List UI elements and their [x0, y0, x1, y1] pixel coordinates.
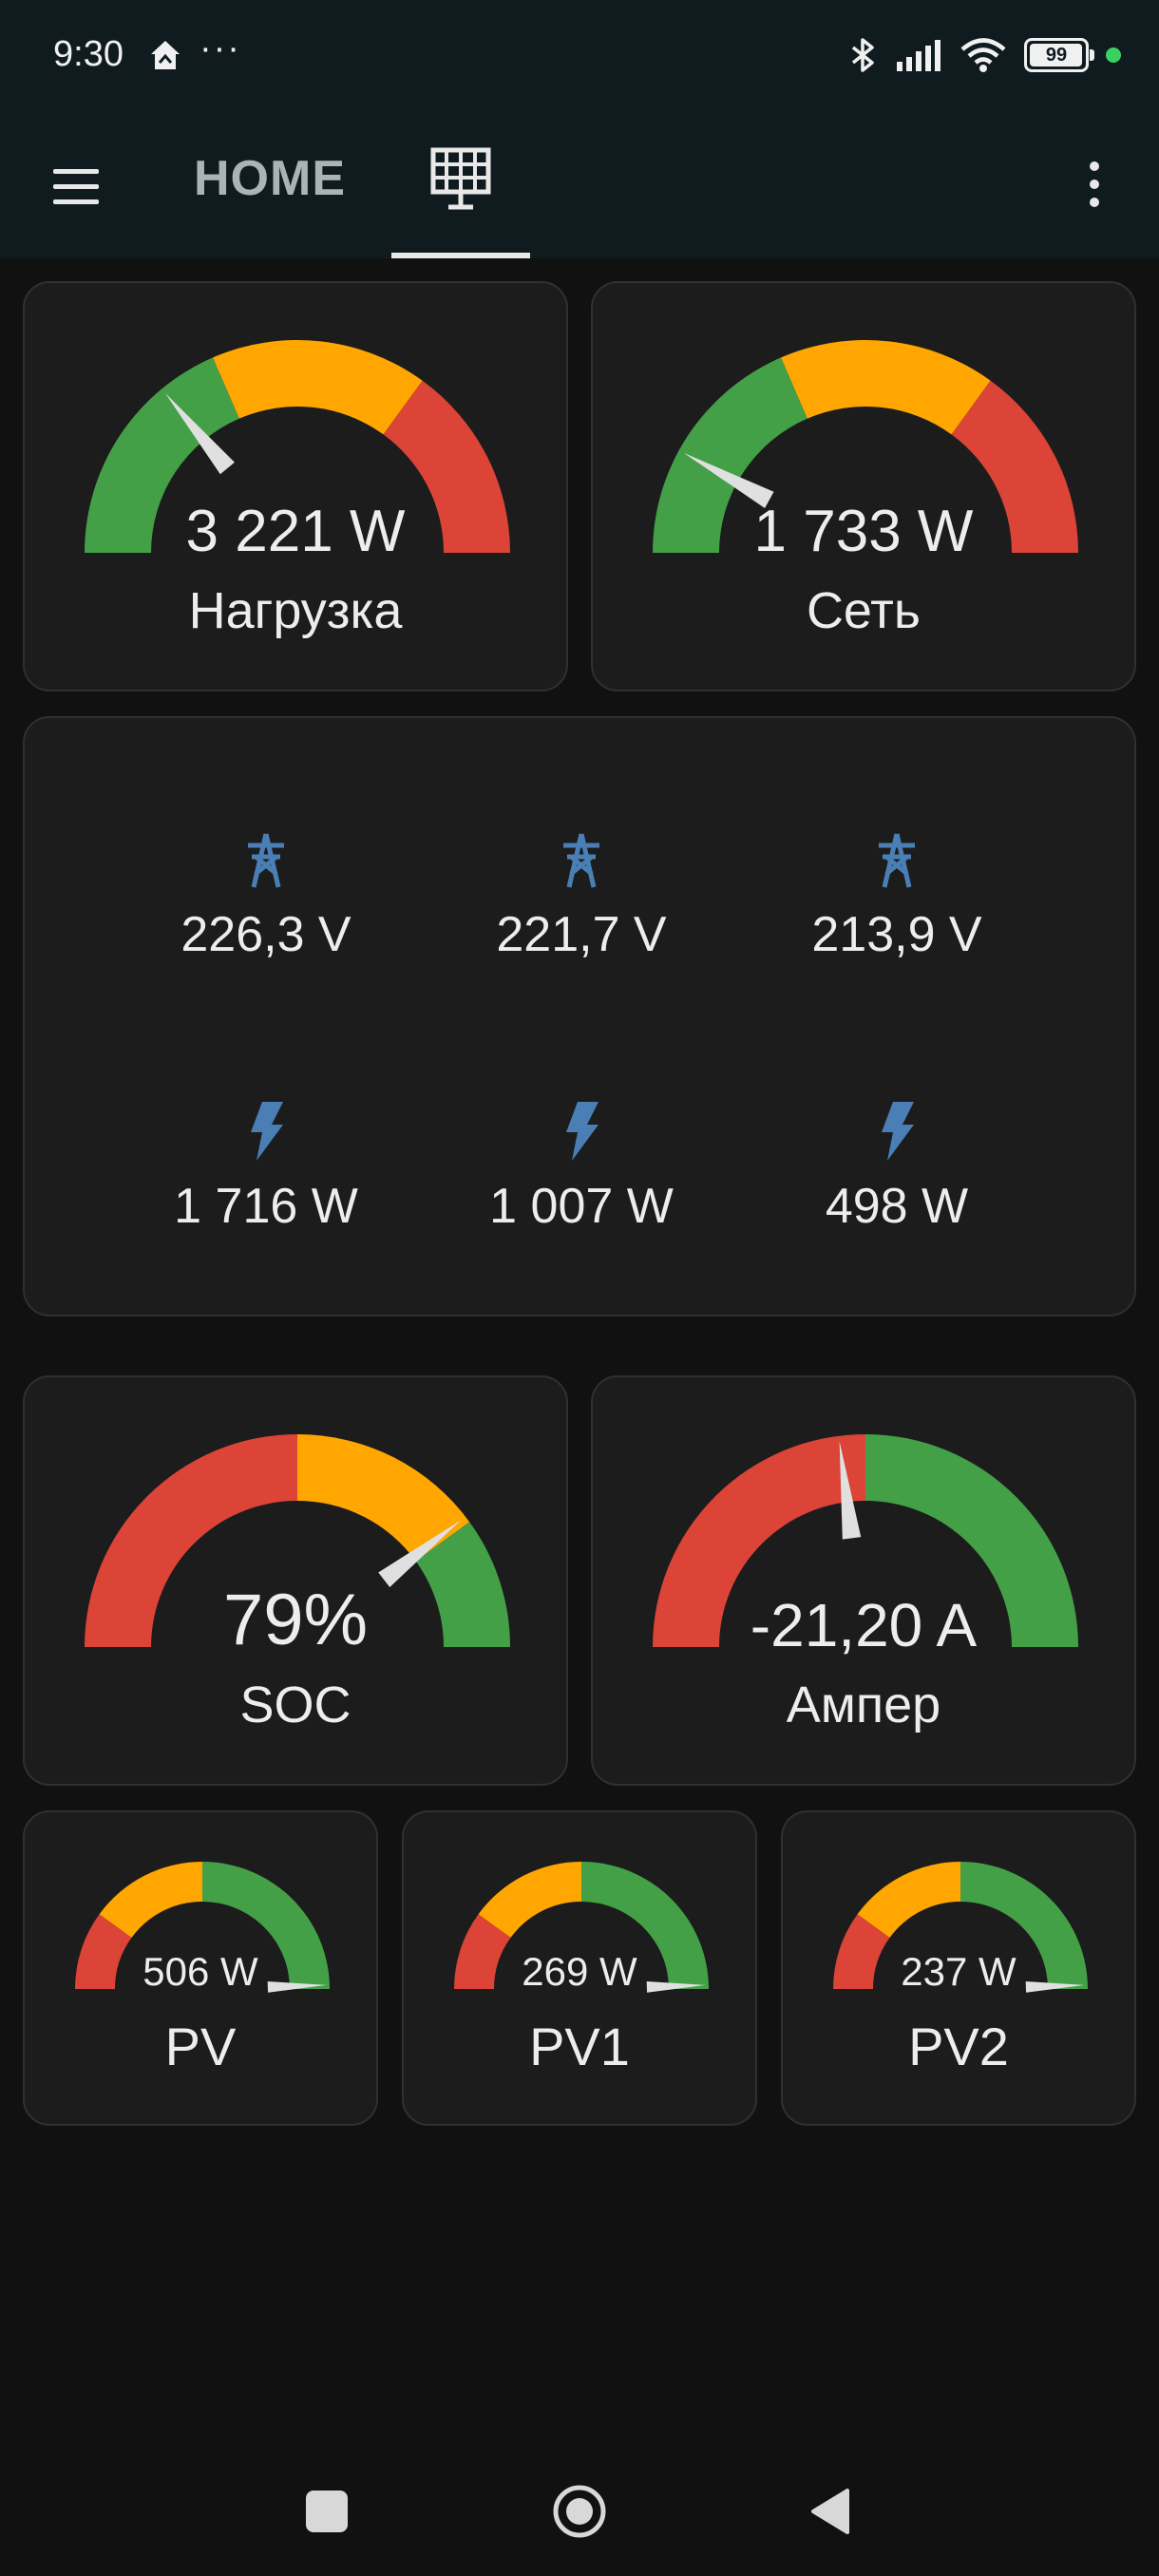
status-bar: 9:30 ··· 99	[0, 0, 1159, 112]
gauge-card-soc[interactable]: 79% SOC	[23, 1375, 568, 1786]
gauge-needle	[378, 1520, 462, 1587]
transmission-tower-icon	[879, 833, 915, 888]
status-overflow-dots: ···	[200, 28, 241, 68]
gauge-card-pv1[interactable]: 269 W PV1	[402, 1810, 757, 2126]
gauge-segment-green	[865, 1434, 1078, 1647]
phase-power-3: 498 W	[735, 1102, 1058, 1235]
gauge-label: Ампер	[786, 1676, 941, 1733]
voltage-value: 226,3 V	[180, 907, 352, 962]
gauge-segment-red	[951, 380, 1078, 553]
system-nav-bar	[0, 2451, 1159, 2576]
gauge-segment-orange	[781, 340, 991, 435]
gauge-segment-green	[415, 1522, 510, 1647]
gauge-segment-red	[383, 380, 510, 553]
gauge-segment-green	[960, 1862, 1088, 1989]
gauge-value: 3 221 W	[185, 499, 406, 564]
app-bar: HOME	[0, 112, 1159, 258]
gauge-needle	[267, 1980, 327, 1993]
gauge-segment-orange	[857, 1862, 960, 1938]
solar-panel-icon	[430, 147, 491, 210]
gauge-segment-red	[75, 1914, 132, 1989]
gauge-pv2	[833, 1862, 1088, 1993]
gauge-pv	[75, 1862, 330, 1993]
gauge-card-grid[interactable]: 1 733 W Сеть	[591, 281, 1136, 691]
flash-icon	[566, 1102, 598, 1161]
gauge-value: 506 W	[142, 1949, 258, 1994]
phase-voltage-1: 226,3 V	[104, 832, 428, 963]
signal-icon	[897, 40, 940, 71]
wifi-icon	[960, 38, 1006, 72]
back-triangle-icon[interactable]	[808, 2487, 851, 2541]
power-value: 1 007 W	[489, 1179, 674, 1234]
status-icons: 99	[847, 36, 1121, 74]
gauge-segment-orange	[478, 1862, 581, 1938]
gauge-segment-green	[85, 357, 239, 553]
voltage-value: 221,7 V	[496, 907, 667, 962]
gauge-load	[85, 340, 510, 553]
gauge-segment-red	[454, 1914, 511, 1989]
gauge-label: Сеть	[806, 582, 922, 639]
gauge-needle	[646, 1980, 706, 1993]
hamburger-menu-icon[interactable]	[48, 158, 104, 215]
gauge-value: 269 W	[522, 1949, 637, 1994]
phase-power-2: 1 007 W	[420, 1102, 743, 1235]
bluetooth-icon	[851, 38, 874, 72]
gauge-amper	[653, 1434, 1078, 1647]
gauge-segment-red	[653, 1434, 865, 1647]
privacy-dot-icon	[1106, 47, 1121, 63]
home-app-icon	[148, 38, 182, 77]
gauge-value: 79%	[222, 1580, 369, 1660]
gauge-segment-green	[581, 1862, 709, 1989]
gauge-value: 1 733 W	[753, 499, 974, 564]
gauge-segment-orange	[297, 1434, 470, 1562]
flash-icon	[882, 1102, 914, 1161]
tab-home[interactable]: HOME	[194, 151, 346, 206]
tab-solar[interactable]	[391, 112, 530, 258]
gauge-pv1	[454, 1862, 709, 1993]
voltage-value: 213,9 V	[811, 907, 982, 962]
flash-icon	[251, 1102, 283, 1161]
gauge-needle	[1025, 1980, 1085, 1993]
gauge-soc	[85, 1434, 510, 1647]
home-circle-icon[interactable]	[551, 2483, 608, 2540]
gauge-label: PV1	[529, 2017, 630, 2076]
gauge-grid	[653, 340, 1078, 553]
gauge-segment-red	[833, 1914, 890, 1989]
gauge-segment-green	[202, 1862, 330, 1989]
gauge-segment-orange	[99, 1862, 202, 1938]
more-vert-icon[interactable]	[1064, 156, 1121, 213]
transmission-tower-icon	[248, 833, 284, 888]
gauge-card-pv2[interactable]: 237 W PV2	[781, 1810, 1136, 2126]
recents-square-icon[interactable]	[306, 2491, 348, 2532]
battery-level: 99	[1045, 44, 1068, 66]
gauge-needle	[164, 392, 235, 475]
transmission-tower-icon	[563, 833, 599, 888]
power-value: 498 W	[825, 1179, 969, 1234]
gauge-label: Нагрузка	[188, 582, 403, 639]
phase-power-1: 1 716 W	[104, 1102, 428, 1235]
gauge-card-pv[interactable]: 506 W PV	[23, 1810, 378, 2126]
phases-card: 226,3 V 221,7 V 213,9 V 1 716 W 1 007 W …	[23, 716, 1136, 1316]
gauge-needle	[683, 452, 774, 508]
phase-voltage-2: 221,7 V	[420, 832, 743, 963]
gauge-needle	[839, 1441, 862, 1540]
power-value: 1 716 W	[174, 1179, 358, 1234]
gauge-segment-green	[653, 357, 808, 553]
gauge-label: PV2	[908, 2017, 1009, 2076]
phase-voltage-3: 213,9 V	[735, 832, 1058, 963]
gauge-value: -21,20 A	[750, 1591, 978, 1659]
gauge-label: PV	[164, 2017, 237, 2076]
gauge-label: SOC	[239, 1676, 352, 1733]
battery-icon: 99	[1024, 38, 1094, 72]
tab-active-indicator	[391, 253, 530, 258]
gauge-segment-red	[85, 1434, 297, 1647]
status-time: 9:30	[53, 34, 124, 74]
gauge-card-amper[interactable]: -21,20 A Ампер	[591, 1375, 1136, 1786]
gauge-value: 237 W	[901, 1949, 1016, 1994]
gauge-segment-orange	[213, 340, 423, 435]
gauge-card-load[interactable]: 3 221 W Нагрузка	[23, 281, 568, 691]
